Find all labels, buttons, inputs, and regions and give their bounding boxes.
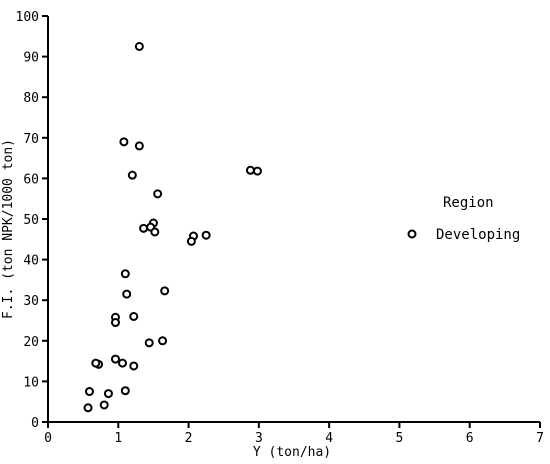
y-tick-label: 90 (23, 51, 39, 66)
x-tick-label: 0 (44, 431, 52, 446)
x-tick-label: 7 (536, 431, 544, 446)
data-point (129, 361, 139, 371)
y-tick-label: 20 (23, 335, 39, 350)
legend-label-developing: Developing (436, 227, 520, 243)
x-tick-label: 1 (114, 431, 122, 446)
x-tick-label: 2 (185, 431, 193, 446)
data-point (127, 170, 137, 180)
y-tick-label: 0 (31, 416, 39, 431)
x-tick-label: 3 (255, 431, 263, 446)
data-point (83, 403, 93, 413)
y-tick-label: 40 (23, 254, 39, 269)
data-point (144, 338, 154, 348)
y-tick-label: 10 (23, 375, 39, 390)
legend-marker-developing (407, 229, 417, 239)
x-axis-title: Y (ton/ha) (253, 445, 331, 460)
data-point (110, 318, 120, 328)
y-axis-ticks: 0 10 20 30 40 50 60 70 80 90 100 (16, 10, 48, 431)
y-tick-label: 100 (16, 10, 39, 25)
data-point (91, 358, 101, 368)
y-tick-label: 70 (23, 132, 39, 147)
data-point (186, 236, 196, 246)
data-point (153, 189, 163, 199)
data-point (139, 223, 149, 233)
y-tick-label: 60 (23, 172, 39, 187)
y-tick-label: 30 (23, 294, 39, 309)
x-tick-label: 5 (396, 431, 404, 446)
x-tick-label: 4 (325, 431, 333, 446)
data-point (201, 230, 211, 240)
y-tick-label: 50 (23, 213, 39, 228)
data-point (120, 269, 130, 279)
y-tick-label: 80 (23, 91, 39, 106)
data-point (252, 166, 262, 176)
x-axis-ticks: 0 1 2 3 4 5 6 7 (44, 422, 544, 446)
data-point (134, 141, 144, 151)
x-tick-label: 6 (466, 431, 474, 446)
data-points (83, 41, 262, 413)
y-axis-title: F.I. (ton NPK/1000 ton) (1, 139, 16, 319)
data-point (122, 289, 132, 299)
data-point (134, 41, 144, 51)
data-point (103, 389, 113, 399)
data-point (119, 137, 129, 147)
data-point (160, 286, 170, 296)
data-point (110, 354, 120, 364)
data-point (245, 165, 255, 175)
data-point (150, 227, 160, 237)
legend-title: Region (443, 195, 494, 211)
data-point (120, 386, 130, 396)
data-point (158, 336, 168, 346)
data-point (99, 400, 109, 410)
data-point (84, 387, 94, 397)
legend: Region Developing (407, 195, 520, 243)
data-point (129, 311, 139, 321)
data-point (118, 358, 128, 368)
